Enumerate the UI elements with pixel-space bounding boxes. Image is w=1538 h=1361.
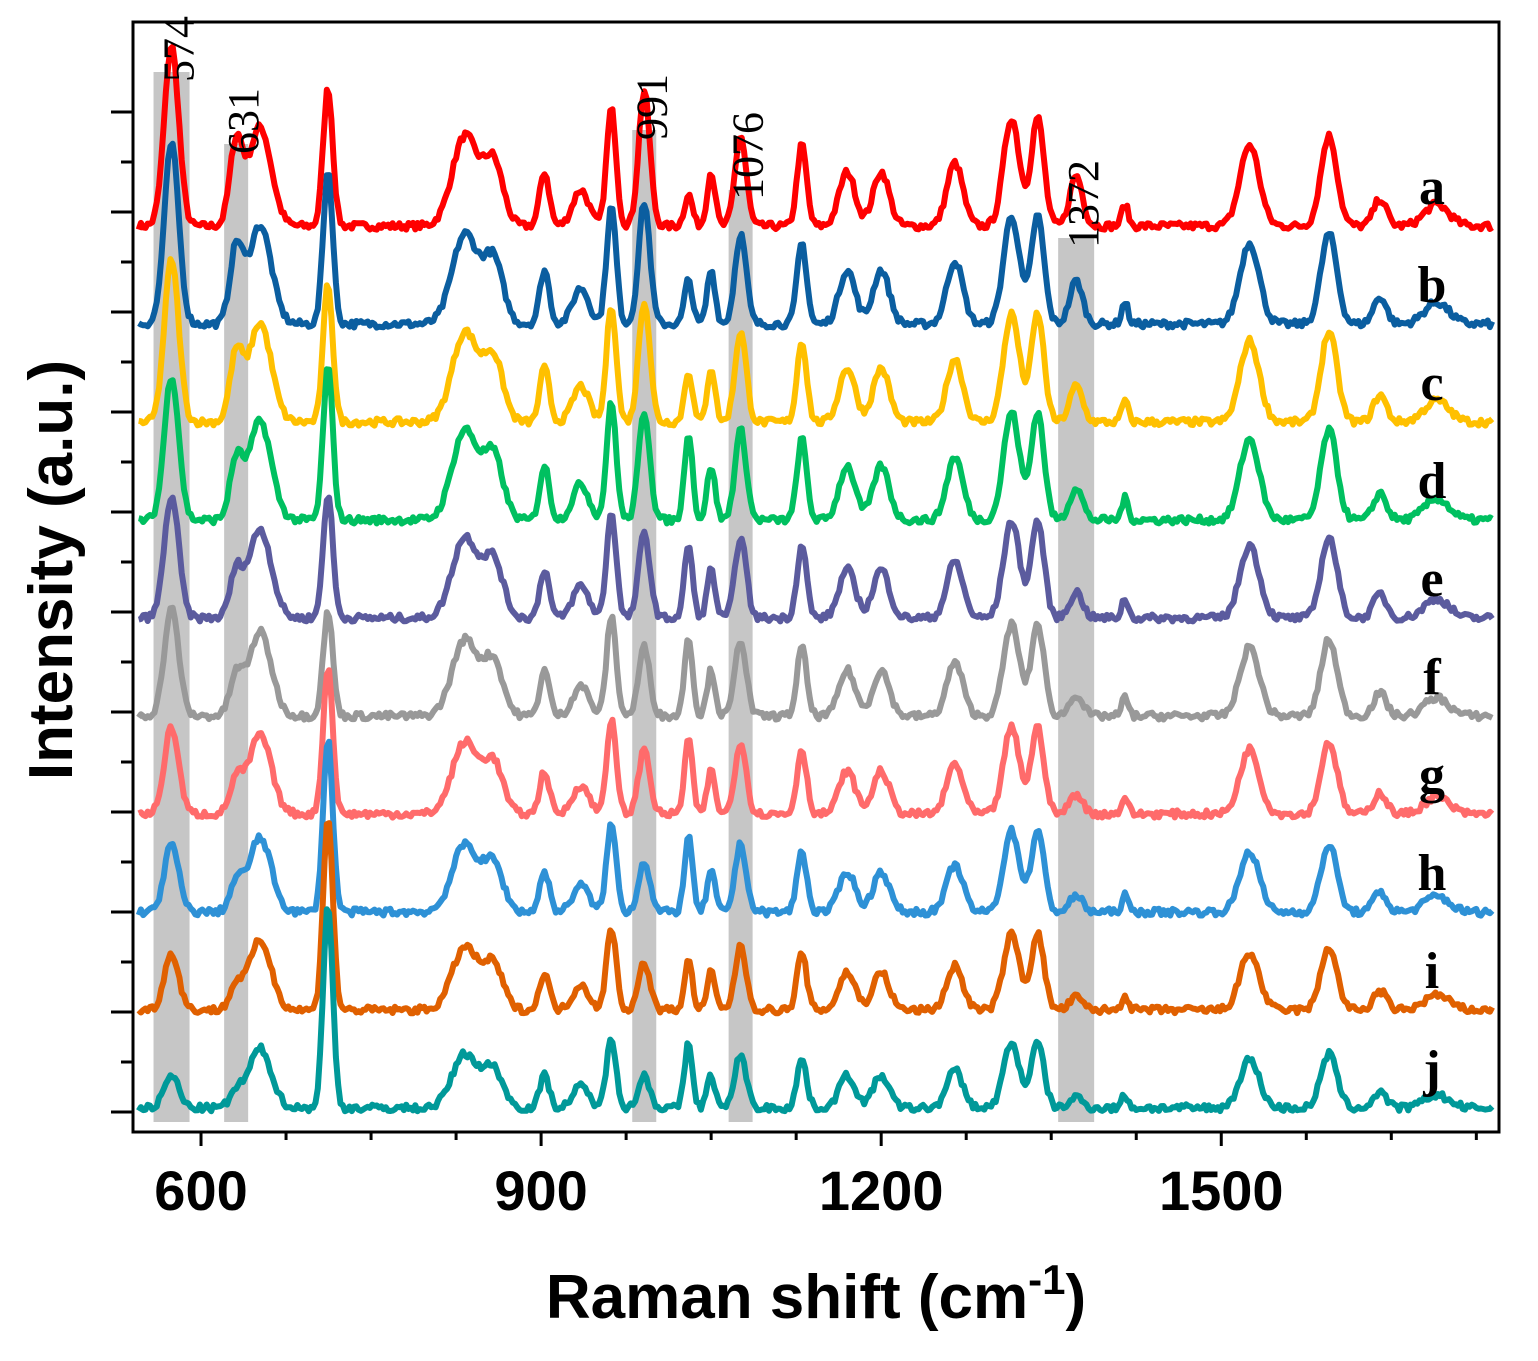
y-ticks — [111, 110, 133, 1114]
y-axis-title: Intensity (a.u.) — [17, 360, 86, 780]
series-label-d: d — [1418, 453, 1447, 510]
band-label-1076: 1076 — [724, 112, 773, 200]
x-tick-label-1500: 1500 — [1159, 1159, 1284, 1222]
band-label-1372: 1372 — [1059, 160, 1108, 248]
series-label-a: a — [1419, 159, 1445, 216]
series-line-i — [136, 820, 1495, 1017]
series-line-e — [137, 494, 1495, 625]
series-line-a — [135, 43, 1494, 233]
series-label-c: c — [1420, 355, 1443, 412]
series-label-h: h — [1418, 845, 1447, 902]
series-line-f — [136, 604, 1494, 723]
x-tick-label-600: 600 — [154, 1159, 247, 1222]
plot-frame — [131, 20, 1501, 1134]
band-labels: 574 631 991 1076 1372 — [155, 16, 1109, 248]
band-label-574: 574 — [155, 16, 204, 82]
series-label-g: g — [1419, 747, 1445, 804]
series-line-j — [136, 906, 1495, 1115]
series-label-j: j — [1422, 1041, 1440, 1098]
series-line-h — [135, 738, 1495, 919]
series-label-b: b — [1418, 257, 1447, 314]
series-line-b — [137, 140, 1495, 331]
x-tick-label-900: 900 — [494, 1159, 587, 1222]
series-label-e: e — [1420, 551, 1443, 608]
band-label-631: 631 — [219, 88, 268, 154]
series-label-i: i — [1425, 943, 1439, 1000]
band-label-991: 991 — [627, 74, 676, 140]
series-line-c — [137, 256, 1495, 429]
series-label-f: f — [1423, 649, 1441, 706]
series-line-g — [137, 667, 1495, 821]
series-lines — [135, 43, 1495, 1115]
x-tick-label-1200: 1200 — [819, 1159, 944, 1222]
band-1372 — [1058, 238, 1095, 1122]
x-ticks: 600 900 1200 1500 — [154, 1132, 1478, 1222]
band-631 — [224, 144, 249, 1122]
series-line-d — [137, 366, 1494, 527]
x-axis-title: Raman shift (cm-1) — [546, 1256, 1086, 1332]
